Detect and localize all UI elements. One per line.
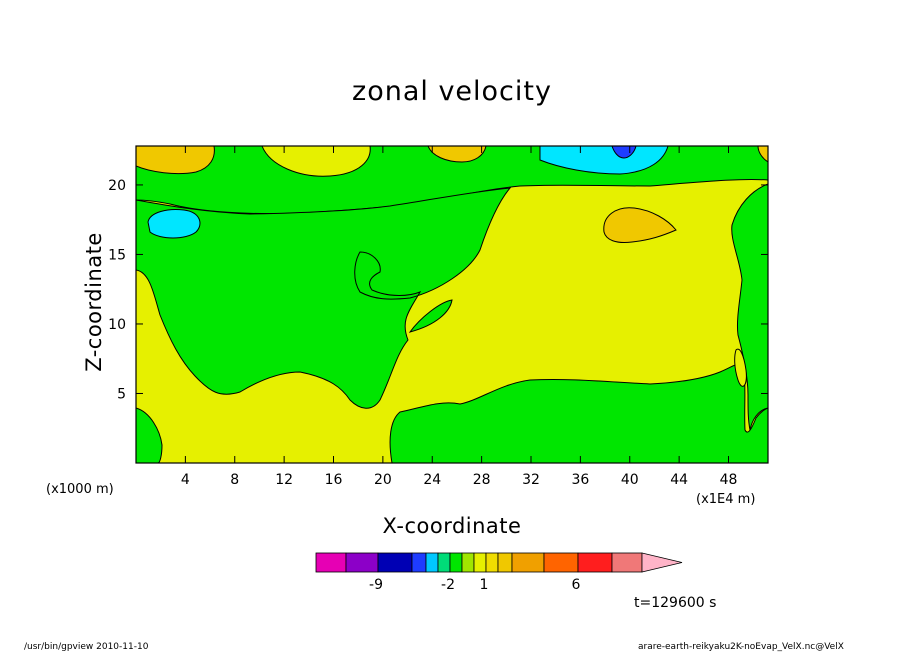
colorbar-label: -2	[441, 577, 455, 593]
colorbar-segment	[485, 552, 499, 573]
x-tick-label: 20	[374, 472, 392, 488]
colorbar-segment	[449, 552, 463, 573]
footer-source: arare-earth-reikyaku2K-noEvap_VelX.nc@Ve…	[638, 642, 844, 652]
colorbar-label: -9	[369, 577, 383, 593]
y-tick-label: 10	[108, 317, 126, 333]
colorbar-segment	[511, 552, 545, 573]
colorbar-segment	[543, 552, 579, 573]
x-axis-label: X-coordinate	[382, 514, 522, 538]
x-tick-label: 44	[670, 472, 688, 488]
region-yellow-top-pocket	[261, 146, 371, 177]
region-green-small	[734, 348, 747, 387]
x-tick-label: 36	[571, 472, 589, 488]
region-green-bottom	[389, 363, 768, 463]
region-green-main	[136, 187, 512, 409]
x-tick-label: 40	[621, 472, 639, 488]
colorbar-label: 6	[572, 577, 581, 593]
x-tick-label: 48	[720, 472, 738, 488]
region-orange-top-mid	[427, 146, 487, 163]
colorbar-segment	[437, 552, 451, 573]
x-tick-label: 12	[275, 472, 293, 488]
colorbar-segment	[315, 552, 347, 573]
x-axis-ticks: 4 8 12 16 20 24 28 32 36 40 44 48	[181, 146, 738, 488]
x-tick-label: 24	[423, 472, 441, 488]
colorbar-segment	[377, 552, 413, 573]
colorbar: -9 -2 1 6	[315, 552, 683, 593]
contour-field	[136, 146, 768, 463]
colorbar-label: 1	[480, 577, 489, 593]
colorbar-segment	[461, 552, 475, 573]
footer-command: /usr/bin/gpview 2010-11-10	[24, 642, 149, 652]
x-tick-label: 16	[325, 472, 343, 488]
region-orange-right	[603, 207, 677, 243]
x-unit-label: (x1000 m)	[46, 482, 114, 497]
region-cyan-top	[539, 146, 669, 175]
colorbar-segment	[577, 552, 613, 573]
colorbar-segment	[411, 552, 427, 573]
x-tick-label: 28	[473, 472, 491, 488]
region-green-lens	[408, 299, 453, 333]
x-tick-label: 8	[230, 472, 239, 488]
plot-frame	[135, 145, 769, 464]
region-cyan-left	[147, 209, 201, 239]
x-tick-label: 4	[181, 472, 190, 488]
colorbar-arrow	[641, 552, 683, 573]
region-orange-top-right	[757, 146, 768, 163]
region-orange-top-left	[136, 146, 215, 175]
y-tick-label: 15	[108, 247, 126, 263]
colorbar-segment	[497, 552, 513, 573]
region-green-right	[731, 146, 768, 463]
colorbar-segment	[425, 552, 439, 573]
y-tick-label: 5	[117, 386, 126, 402]
y-tick-label: 20	[108, 178, 126, 194]
time-label: t=129600 s	[634, 595, 717, 611]
y-axis-ticks: 5 10 15 20	[108, 178, 768, 402]
x-scale-label: (x1E4 m)	[696, 492, 756, 507]
chart-title: zonal velocity	[352, 76, 552, 107]
colorbar-segment	[473, 552, 487, 573]
colorbar-segment	[345, 552, 379, 573]
x-tick-label: 32	[522, 472, 540, 488]
colorbar-segment	[611, 552, 643, 573]
